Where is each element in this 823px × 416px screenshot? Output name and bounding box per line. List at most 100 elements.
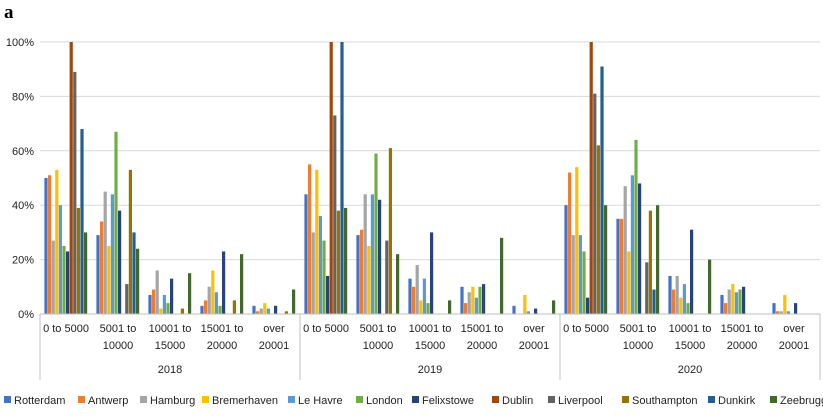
bar-antwerp [776, 311, 780, 314]
legend-label: London [366, 395, 403, 407]
x-category-label: 10001 to [409, 323, 452, 335]
bar-zeebrugge [500, 237, 504, 314]
bar-antwerp [308, 164, 312, 314]
legend-swatch [78, 396, 85, 403]
legend-swatch [202, 396, 209, 403]
bar-london [218, 305, 222, 314]
bar-liverpool [645, 262, 649, 314]
bar-bremerhaven [211, 270, 215, 314]
x-category-label: 20001 [519, 340, 550, 352]
bar-bremerhaven [575, 167, 579, 314]
x-category-label: 15001 to [201, 323, 244, 335]
bar-rotterdam [616, 218, 620, 314]
bar-rotterdam [200, 305, 204, 314]
bar-london [62, 246, 66, 314]
x-category-label: 20000 [207, 340, 238, 352]
x-category-label: 10000 [363, 340, 394, 352]
bar-london [426, 303, 430, 314]
bar-london [322, 240, 326, 314]
bar-le-havre [578, 235, 582, 314]
legend-label: Antwerp [88, 395, 128, 407]
bar-southampton [388, 148, 392, 314]
bar-le-havre [266, 308, 270, 314]
bar-hamburg [675, 275, 679, 314]
bar-antwerp [100, 221, 104, 314]
bar-zeebrugge [240, 254, 244, 314]
bars [44, 42, 798, 315]
bar-zeebrugge [396, 254, 400, 314]
legend-swatch [708, 396, 715, 403]
bar-rotterdam [408, 278, 412, 314]
x-category-label: 0 to 5000 [303, 323, 349, 335]
legend-label: Le Havre [298, 395, 343, 407]
bar-antwerp [204, 300, 208, 314]
bar-london [478, 286, 482, 314]
bar-bremerhaven [731, 284, 735, 314]
bar-london [634, 139, 638, 314]
bar-rotterdam [148, 294, 152, 314]
legend-swatch [288, 396, 295, 403]
x-category-label: 15000 [675, 340, 706, 352]
bar-dunkirk [600, 66, 604, 314]
bar-zeebrugge [448, 300, 452, 314]
x-category-label: 20001 [259, 340, 290, 352]
y-tick-label: 60% [12, 146, 34, 158]
legend-label: Zeebrugge [780, 395, 823, 407]
bar-rotterdam [668, 275, 672, 314]
bar-dunkirk [652, 289, 656, 314]
bar-le-havre [474, 297, 478, 314]
x-category-label: 0 to 5000 [43, 323, 89, 335]
bar-rotterdam [96, 235, 100, 314]
bar-dublin [329, 42, 333, 314]
bar-le-havre [110, 194, 114, 314]
bar-le-havre [630, 175, 634, 314]
bar-zeebrugge [84, 232, 88, 314]
bar-le-havre [214, 292, 218, 314]
bar-liverpool [333, 115, 337, 314]
bar-southampton [648, 210, 652, 314]
legend-swatch [622, 396, 629, 403]
bar-hamburg [51, 240, 55, 314]
bar-london [738, 289, 742, 314]
x-axis: 0 to 5000 5001 to 10000 10001 to 15000 15001 … [39, 313, 821, 380]
bar-rotterdam [512, 305, 516, 314]
bar-rotterdam [252, 305, 256, 314]
bar-london [374, 153, 378, 314]
legend-swatch [770, 396, 777, 403]
bar-felixstowe [690, 229, 694, 314]
x-category-label: 10001 to [669, 323, 712, 335]
x-year-label: 2020 [678, 364, 702, 376]
bar-felixstowe [170, 278, 174, 314]
legend-label: Bremerhaven [212, 395, 278, 407]
legend-swatch [356, 396, 363, 403]
bar-dunkirk [80, 129, 84, 314]
bar-antwerp [48, 175, 52, 314]
bar-zeebrugge [136, 248, 140, 314]
bar-rotterdam [772, 303, 776, 314]
x-category-label: 15001 to [461, 323, 504, 335]
bar-antwerp [672, 289, 676, 314]
bar-hamburg [415, 265, 419, 314]
bar-felixstowe [378, 199, 382, 314]
bar-bremerhaven [107, 246, 111, 314]
bar-hamburg [779, 311, 783, 314]
bar-liverpool [73, 71, 77, 314]
y-tick-label: 0% [18, 309, 34, 321]
bar-hamburg [155, 270, 159, 314]
bar-bremerhaven [679, 297, 683, 314]
x-category-label: 5001 to [360, 323, 397, 335]
bar-felixstowe [118, 210, 122, 314]
bar-dunkirk [132, 232, 136, 314]
bar-bremerhaven [263, 303, 267, 314]
bar-london [166, 303, 170, 314]
bar-le-havre [422, 278, 426, 314]
x-category-label: 20001 [779, 340, 810, 352]
bar-zeebrugge [656, 205, 660, 314]
x-category-label: over [523, 323, 545, 335]
bar-bremerhaven [315, 169, 319, 314]
bar-hamburg [207, 286, 211, 314]
bar-dunkirk [340, 42, 344, 314]
bar-felixstowe [638, 183, 642, 314]
bar-southampton [76, 207, 80, 314]
bar-le-havre [682, 284, 686, 314]
